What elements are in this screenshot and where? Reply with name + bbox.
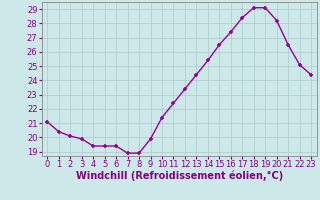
X-axis label: Windchill (Refroidissement éolien,°C): Windchill (Refroidissement éolien,°C): [76, 171, 283, 181]
